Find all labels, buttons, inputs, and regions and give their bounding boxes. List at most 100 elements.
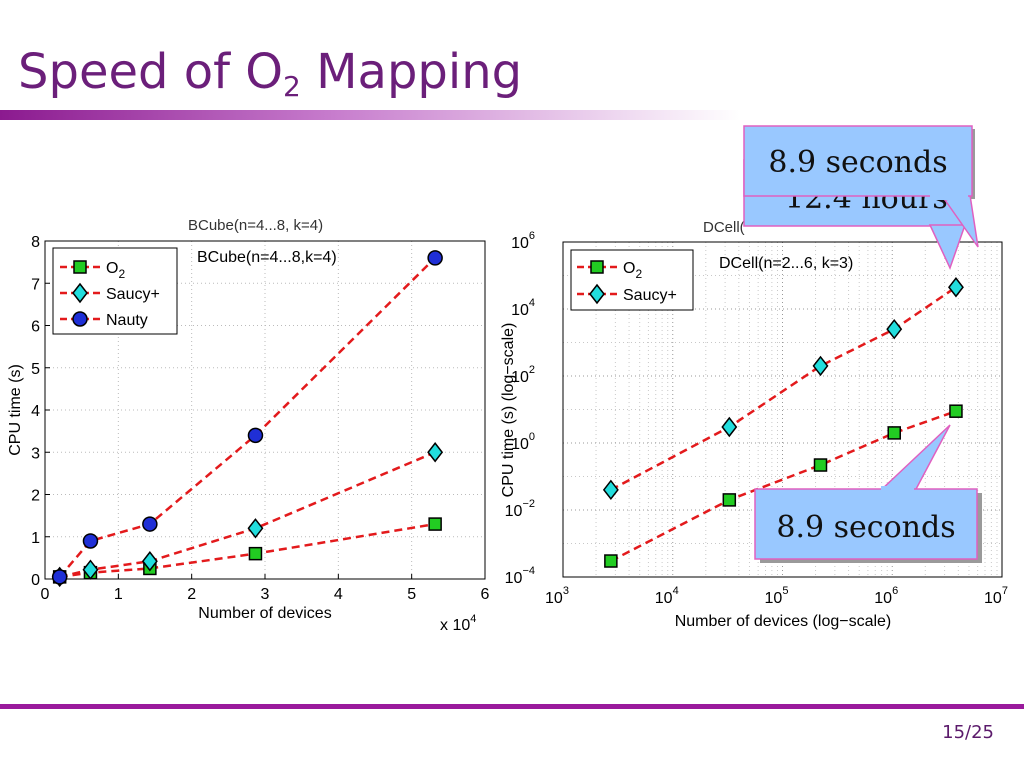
bcube-data-point (427, 250, 443, 266)
dcell-data-point (721, 416, 738, 438)
bcube-data-point (248, 546, 263, 561)
bcube-x-tick-label: 5 (407, 586, 416, 603)
bcube-y-tick-label: 6 (31, 319, 40, 336)
callout-top-text: 8.9 seconds (768, 145, 947, 180)
bcube-data-point (428, 517, 442, 531)
dcell-legend-label: O2 (623, 260, 642, 281)
bcube-x-tick-label: 2 (187, 586, 196, 603)
dcell-x-tick-base: 10 (765, 590, 783, 607)
dcell-legend-subscript: 2 (635, 267, 642, 281)
dcell-x-tick-label: 107 (984, 585, 1008, 607)
bcube-x-tick-label: 1 (114, 586, 123, 603)
dcell-y-tick-exponent: 6 (529, 230, 535, 242)
bcube-data-point (247, 518, 264, 539)
callout-bottom-text: 8.9 seconds (776, 510, 955, 545)
dcell-data-point (604, 554, 618, 568)
dcell-y-tick-label: 10−2 (505, 498, 535, 520)
title-rule (0, 110, 740, 120)
slide-title-subscript: 2 (283, 70, 301, 103)
bcube-chart-title: BCube(n=4...8,k=4) (197, 249, 337, 266)
dcell-x-tick-label: 104 (655, 585, 679, 607)
bcube-y-tick-label: 7 (31, 276, 40, 293)
dcell-plot-frame (562, 241, 1003, 578)
dcell-x-tick-label: 106 (874, 585, 898, 607)
dcell-y-tick-label: 10−4 (505, 565, 535, 587)
bcube-x-tick-label: 6 (481, 586, 490, 603)
bcube-data-point (82, 533, 99, 549)
callout-bottom-pointer (878, 424, 951, 492)
slide-title-prefix: Speed of O (18, 44, 284, 100)
dcell-y-tick-base: 10 (505, 570, 523, 587)
dcell-x-tick-label: 105 (765, 585, 789, 607)
dcell-x-axis-label: Number of devices (log−scale) (675, 613, 892, 630)
bcube-x-multiplier: x 104 (440, 613, 476, 634)
footer-rule (0, 704, 1024, 709)
dcell-legend-marker (589, 283, 605, 305)
bcube-data-point (427, 442, 444, 463)
dcell-y-tick-exponent: 0 (529, 431, 535, 443)
dcell-data-point (949, 404, 963, 418)
callout-bottom: 8.9 seconds (754, 424, 982, 563)
dcell-x-tick-base: 10 (984, 590, 1002, 607)
dcell-faint-title: DCell( (703, 219, 745, 236)
dcell-data-point (602, 479, 619, 501)
bcube-faint-title: BCube(n=4...8, k=4) (188, 217, 323, 234)
dcell-chart-title: DCell(n=2...6, k=3) (719, 255, 853, 272)
dcell-x-tick-exponent: 6 (892, 585, 898, 597)
dcell-series-line (610, 286, 957, 491)
bcube-x-axis-label: Number of devices (198, 605, 331, 622)
dcell-y-tick-label: 102 (511, 364, 535, 386)
dcell-legend-box (570, 249, 694, 311)
bcube-legend-label: O2 (106, 260, 125, 281)
dcell-legend-marker (590, 260, 604, 274)
callout-top-box (743, 125, 973, 197)
bcube-legend-name: O (106, 260, 118, 277)
bcube-legend-label: Nauty (106, 312, 148, 329)
dcell-data-point (887, 426, 901, 440)
dcell-data-point (886, 318, 903, 340)
dcell-y-tick-exponent: 2 (529, 364, 535, 376)
bcube-series-line (59, 522, 436, 579)
dcell-data-point (812, 355, 829, 377)
bcube-plot-frame (44, 240, 486, 580)
bcube-y-tick-label: 4 (31, 403, 40, 420)
bcube-x-tick-label: 0 (41, 586, 50, 603)
bcube-legend-name: Nauty (106, 312, 148, 329)
slide-title: Speed of O2 Mapping (18, 40, 522, 119)
bcube-y-tick-label: 5 (31, 361, 40, 378)
callout-top-pointer (928, 224, 967, 270)
dcell-y-tick-exponent: 4 (529, 297, 535, 309)
bcube-legend-marker (72, 311, 88, 327)
dcell-y-axis-label: CPU time (s) (log−scale) (500, 323, 517, 498)
bcube-y-tick-label: 3 (31, 445, 40, 462)
bcube-x-tick-label: 4 (334, 586, 343, 603)
dcell-y-tick-base: 10 (511, 235, 529, 252)
page-number: 15/25 (942, 722, 994, 743)
dcell-data-point (948, 277, 964, 298)
callout-top-pointer-mask (930, 194, 968, 200)
dcell-legend-name: O (623, 260, 635, 277)
bcube-legend-marker (73, 260, 87, 274)
dcell-y-tick-exponent: −4 (522, 565, 535, 577)
bcube-data-point (142, 516, 158, 532)
dcell-data-point (813, 458, 828, 472)
callout-bottom-pointer-mask (881, 486, 914, 492)
dcell-x-tick-base: 10 (874, 590, 892, 607)
dcell-y-tick-label: 100 (511, 431, 535, 453)
dcell-y-tick-base: 10 (511, 369, 529, 386)
bcube-legend-label: Saucy+ (106, 286, 160, 303)
dcell-legend-name: Saucy+ (623, 287, 677, 304)
bcube-legend-subscript: 2 (118, 267, 125, 281)
dcell-legend: O2 Saucy+ (570, 249, 694, 311)
bcube-data-point (51, 569, 68, 585)
bcube-data-point (247, 427, 264, 444)
bcube-y-tick-label: 2 (31, 488, 40, 505)
bcube-data-point (141, 551, 158, 572)
bcube-x-tick-label: 3 (261, 586, 270, 603)
bcube-x-multiplier-exponent: 4 (470, 613, 476, 625)
bcube-legend: O2 Saucy+ Nauty (52, 247, 178, 335)
bcube-legend-marker (72, 282, 88, 304)
dcell-x-tick-label: 103 (545, 585, 569, 607)
dcell-y-tick-label: 104 (511, 297, 535, 319)
